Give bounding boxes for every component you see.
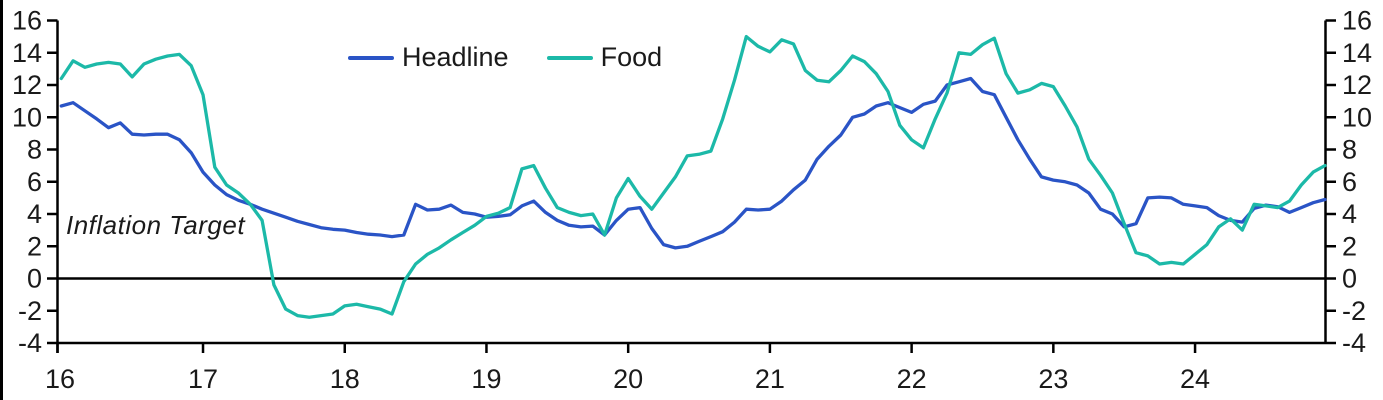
svg-text:10: 10 [12,102,42,132]
svg-text:4: 4 [27,199,42,229]
svg-text:22: 22 [897,364,927,394]
svg-text:14: 14 [12,38,42,68]
svg-text:24: 24 [1180,364,1210,394]
svg-text:17: 17 [188,364,218,394]
headline-line-swatch [348,55,394,60]
series-line-headline [59,76,1327,250]
svg-text:12: 12 [1342,70,1372,100]
svg-text:0: 0 [27,264,42,294]
svg-text:-2: -2 [18,296,42,326]
svg-text:4: 4 [1342,199,1357,229]
svg-text:0: 0 [1342,264,1357,294]
svg-text:20: 20 [613,364,643,394]
svg-text:23: 23 [1038,364,1068,394]
svg-text:6: 6 [27,167,42,197]
svg-text:10: 10 [1342,102,1372,132]
svg-text:19: 19 [471,364,501,394]
inflation-target-annotation: Inflation Target [66,210,246,240]
svg-text:-4: -4 [1342,328,1366,358]
svg-text:16: 16 [12,6,42,36]
svg-text:2: 2 [1342,231,1357,261]
svg-text:8: 8 [1342,135,1357,165]
svg-text:12: 12 [12,70,42,100]
svg-text:-2: -2 [1342,296,1366,326]
food-line-swatch [546,55,593,60]
legend-item-headline: Headline [348,42,509,73]
svg-text:2: 2 [27,231,42,261]
svg-text:21: 21 [755,364,785,394]
svg-text:8: 8 [27,135,42,165]
legend-label-food: Food [600,42,663,72]
svg-text:-4: -4 [18,328,42,358]
series-line-food [59,34,1327,319]
svg-text:6: 6 [1342,167,1357,197]
svg-text:16: 16 [1342,6,1372,36]
legend-item-food: Food [546,42,663,73]
svg-text:18: 18 [330,364,360,394]
legend: Headline Food [348,42,662,73]
legend-label-headline: Headline [402,42,509,72]
image-border-left [0,0,3,400]
svg-text:14: 14 [1342,38,1372,68]
svg-text:16: 16 [45,364,75,394]
